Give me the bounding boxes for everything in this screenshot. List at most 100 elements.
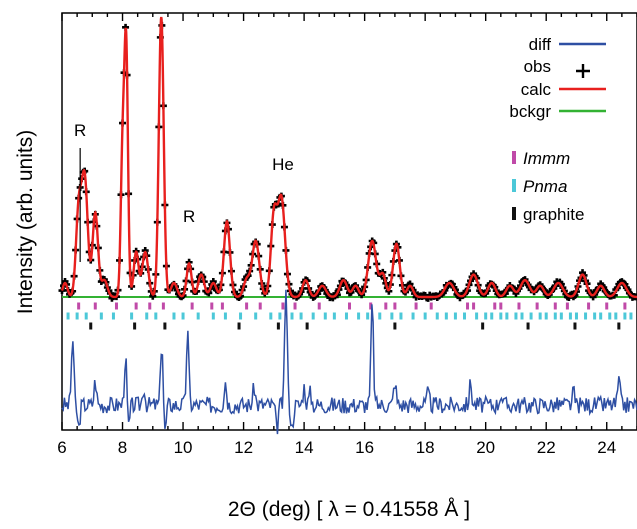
- pnma-reflection-tick: [553, 312, 557, 320]
- diff-curve: [61, 289, 637, 435]
- legend-label-obs: obs: [524, 57, 551, 76]
- pnma-reflection-tick: [130, 312, 134, 320]
- pnma-reflection-tick: [568, 312, 572, 320]
- immm-reflection-tick: [114, 302, 118, 310]
- pnma-reflection-tick: [357, 312, 361, 320]
- graphite-reflection-tick: [617, 322, 621, 330]
- pnma-reflection-tick: [172, 312, 176, 320]
- pnma-reflection-tick: [111, 312, 115, 320]
- immm-reflection-tick: [148, 302, 152, 310]
- peak-label: R: [183, 207, 195, 226]
- graphite-reflection-tick: [481, 322, 485, 330]
- pnma-reflection-tick: [614, 312, 618, 320]
- phase-label-pnma: Pnma: [523, 177, 567, 196]
- x-tick-label: 20: [476, 438, 495, 457]
- immm-reflection-tick: [472, 302, 476, 310]
- graphite-reflection-tick: [393, 322, 397, 330]
- pnma-reflection-tick: [399, 312, 403, 320]
- pnma-reflection-tick: [344, 312, 348, 320]
- pnma-reflection-tick: [505, 312, 509, 320]
- x-tick-label: 22: [537, 438, 556, 457]
- phase-label-immm: Immm: [523, 149, 570, 168]
- immm-reflection-tick: [493, 302, 497, 310]
- pnma-reflection-tick: [529, 312, 533, 320]
- pnma-reflection-tick: [538, 312, 542, 320]
- pnma-reflection-tick: [66, 312, 70, 320]
- immm-reflection-tick: [466, 302, 470, 310]
- immm-reflection-tick: [565, 302, 569, 310]
- immm-reflection-tick: [348, 302, 351, 310]
- immm-reflection-tick: [77, 302, 81, 310]
- pnma-reflection-tick: [623, 312, 627, 320]
- difference-curve-layer: [61, 289, 637, 435]
- y-axis-title: Intensity (arb. units): [14, 130, 37, 314]
- x-tick-label: 18: [416, 438, 435, 457]
- pnma-reflection-tick: [145, 312, 149, 320]
- legend-label-calc: calc: [521, 80, 552, 99]
- pnma-reflection-tick: [629, 312, 633, 320]
- pnma-reflection-tick: [514, 312, 518, 320]
- pnma-reflection-tick: [99, 312, 103, 320]
- immm-reflection-tick: [369, 302, 373, 310]
- x-tick-label: 14: [295, 438, 314, 457]
- peak-label: R: [74, 121, 86, 140]
- x-tick-label: 16: [355, 438, 374, 457]
- pnma-reflection-tick: [269, 312, 273, 320]
- pnma-reflection-tick: [608, 312, 612, 320]
- graphite-reflection-tick: [163, 322, 167, 330]
- graphite-reflection-tick: [237, 322, 241, 330]
- pnma-reflection-tick: [520, 312, 524, 320]
- immm-reflection-tick: [220, 302, 224, 310]
- pnma-reflection-tick: [290, 312, 294, 320]
- pnma-reflection-tick: [584, 312, 588, 320]
- immm-reflection-tick: [161, 302, 165, 310]
- pnma-reflection-tick: [599, 312, 603, 320]
- pnma-reflection-tick: [211, 312, 215, 320]
- immm-reflection-tick: [245, 302, 249, 310]
- immm-reflection-tick: [605, 302, 609, 310]
- graphite-reflection-tick: [133, 322, 137, 330]
- x-tick-label: 8: [118, 438, 127, 457]
- pnma-reflection-tick: [332, 312, 336, 320]
- legend-label-diff: diff: [529, 35, 552, 54]
- immm-reflection-tick: [134, 302, 138, 310]
- phase-swatch-pnma: [512, 179, 516, 192]
- pnma-reflection-tick: [574, 312, 578, 320]
- pnma-reflection-tick: [593, 312, 597, 320]
- immm-reflection-tick: [210, 302, 214, 310]
- pnma-reflection-tick: [84, 312, 88, 320]
- pnma-reflection-tick: [544, 312, 548, 320]
- immm-reflection-tick: [281, 302, 285, 310]
- immm-reflection-tick: [429, 302, 433, 310]
- pnma-reflection-tick: [278, 312, 282, 320]
- immm-reflection-tick: [623, 302, 627, 310]
- pnma-reflection-tick: [196, 312, 200, 320]
- phase-swatch-immm: [512, 151, 516, 164]
- immm-reflection-tick: [517, 302, 521, 310]
- x-tick-label: 24: [597, 438, 616, 457]
- pnma-reflection-tick: [181, 312, 185, 320]
- pnma-reflection-tick: [490, 312, 494, 320]
- immm-reflection-tick: [587, 302, 591, 310]
- graphite-reflection-tick: [305, 322, 309, 330]
- immm-reflection-tick: [93, 302, 97, 310]
- immm-reflection-tick: [393, 302, 397, 310]
- immm-reflection-tick: [317, 302, 321, 310]
- pnma-reflection-tick: [223, 312, 227, 320]
- pnma-reflection-tick: [484, 312, 488, 320]
- pnma-reflection-tick: [453, 312, 457, 320]
- immm-reflection-tick: [384, 302, 388, 310]
- reflection-markers-layer: [66, 302, 633, 330]
- pnma-reflection-tick: [154, 312, 158, 320]
- pnma-reflection-tick: [444, 312, 448, 320]
- pnma-reflection-tick: [435, 312, 439, 320]
- immm-reflection-tick: [535, 302, 539, 310]
- pnma-reflection-tick: [323, 312, 327, 320]
- pnma-reflection-tick: [311, 312, 315, 320]
- x-tick-label: 12: [234, 438, 253, 457]
- legend-plus-obs: [576, 64, 590, 78]
- phase-swatch-graphite: [512, 207, 516, 220]
- immm-reflection-tick: [499, 302, 503, 310]
- pnma-reflection-tick: [299, 312, 303, 320]
